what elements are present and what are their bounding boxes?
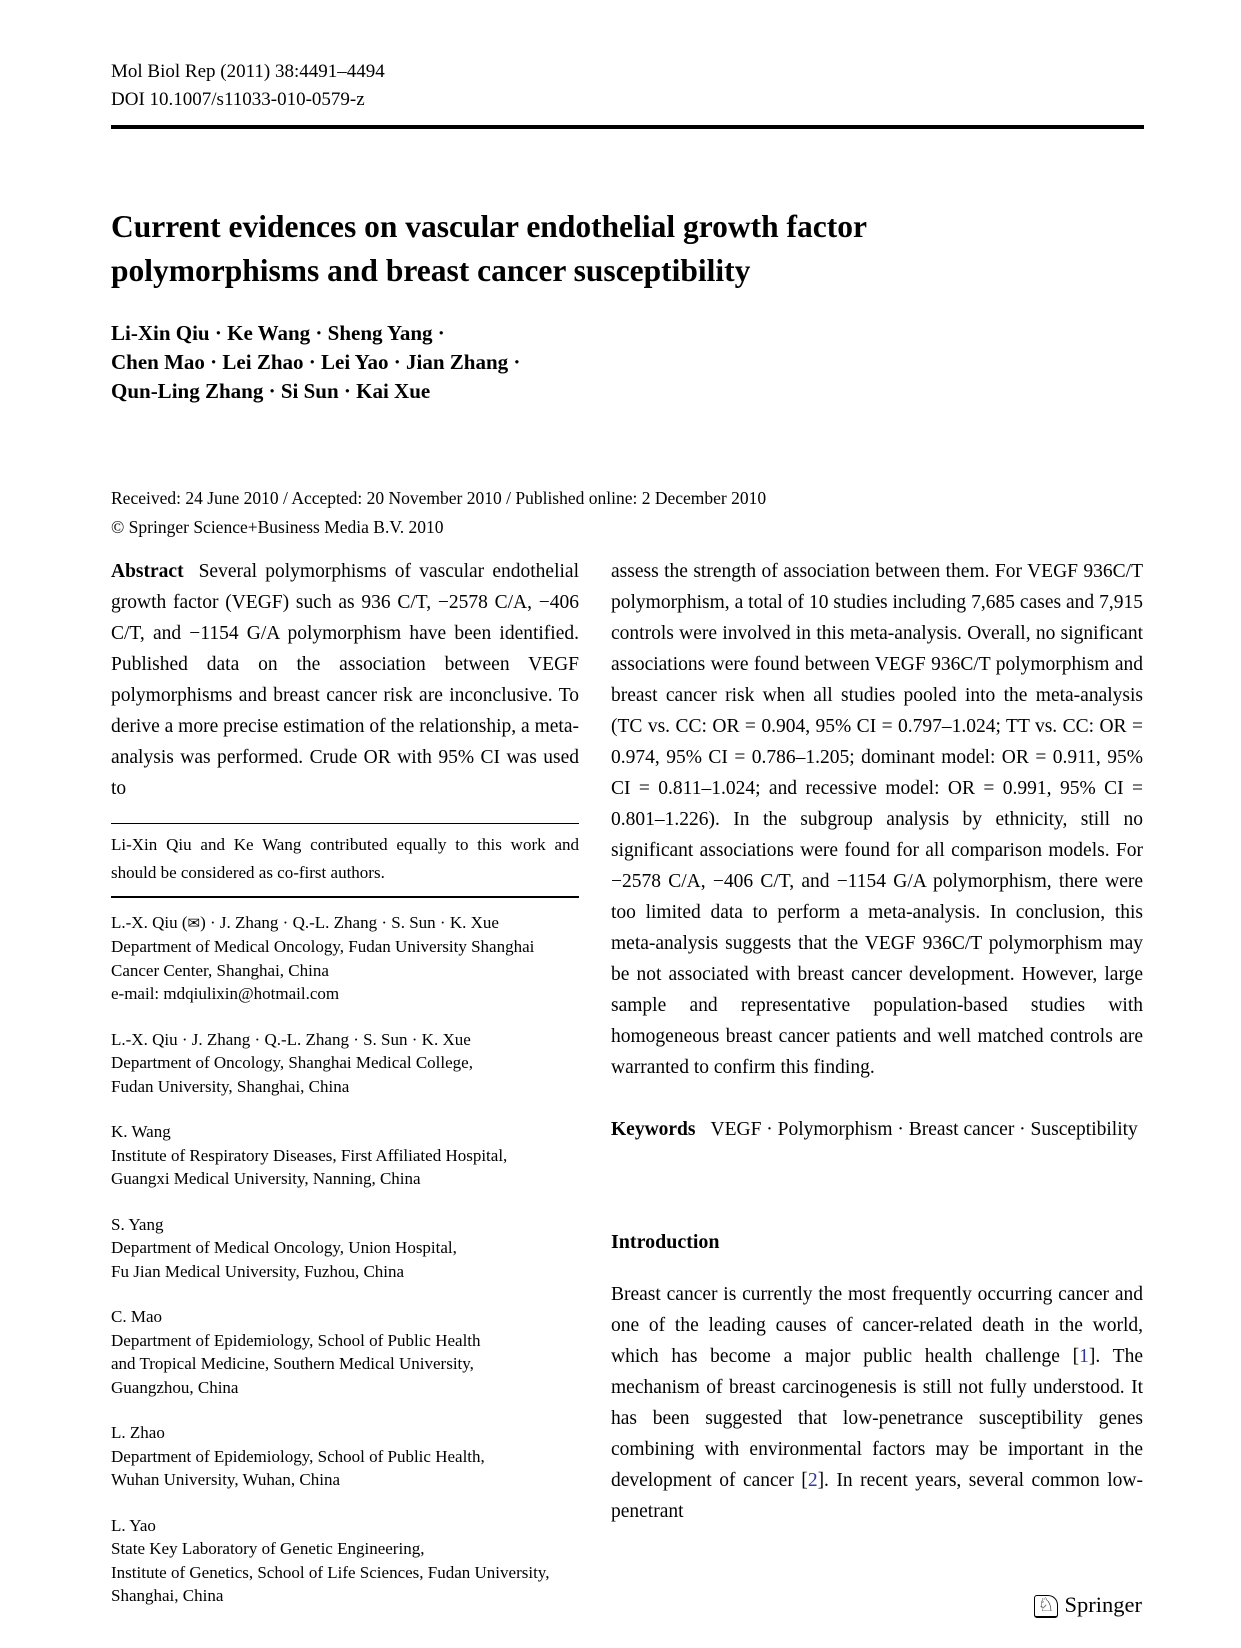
journal-doi: DOI 10.1007/s11033-010-0579-z bbox=[111, 89, 365, 110]
affiliation-line: Department of Epidemiology, School of Pu… bbox=[111, 1330, 481, 1350]
copyright-notice: © Springer Science+Business Media B.V. 2… bbox=[111, 516, 444, 537]
reference-link-1[interactable]: 1 bbox=[1079, 1345, 1089, 1367]
author-line-2: Chen Mao · Lei Zhao · Lei Yao · Jian Zha… bbox=[111, 349, 521, 374]
journal-citation: Mol Biol Rep (2011) 38:4491–4494 bbox=[111, 61, 385, 82]
footnote-rule-top bbox=[111, 822, 579, 824]
page-title: Current evidences on vascular endothelia… bbox=[111, 205, 1144, 293]
article-history: Received: 24 June 2010 / Accepted: 20 No… bbox=[111, 484, 1144, 542]
affiliation-line: State Key Laboratory of Genetic Engineer… bbox=[111, 1539, 425, 1558]
affiliation-authors: C. Mao bbox=[111, 1307, 162, 1326]
affiliation-authors: L.-X. Qiu · J. Zhang · Q.-L. Zhang · S. … bbox=[111, 1029, 471, 1049]
springer-logo: ♘ Springer bbox=[1034, 1592, 1142, 1618]
affiliation-authors: L. Yao bbox=[111, 1515, 156, 1535]
affiliation-line: Institute of Respiratory Diseases, First… bbox=[111, 1145, 508, 1165]
introduction-heading: Introduction bbox=[611, 1230, 720, 1253]
introduction-paragraph: Breast cancer is currently the most freq… bbox=[611, 1279, 1143, 1527]
abstract-label: Abstract bbox=[111, 560, 184, 582]
keywords-label: Keywords bbox=[611, 1118, 696, 1140]
affiliation-block: S. Yang Department of Medical Oncology, … bbox=[111, 1213, 579, 1284]
affiliation-line: Department of Oncology, Shanghai Medical… bbox=[111, 1053, 473, 1072]
received-accepted-published: Received: 24 June 2010 / Accepted: 20 No… bbox=[111, 487, 767, 508]
author-line-3: Qun-Ling Zhang · Si Sun · Kai Xue bbox=[111, 378, 431, 403]
affiliation-authors: L. Zhao bbox=[111, 1423, 165, 1442]
title-line-1: Current evidences on vascular endothelia… bbox=[111, 208, 867, 244]
reference-link-2[interactable]: 2 bbox=[807, 1469, 818, 1491]
abstract-continuation: assess the strength of association betwe… bbox=[611, 560, 1143, 1078]
affiliation-block: K. Wang Institute of Respiratory Disease… bbox=[111, 1120, 579, 1191]
affiliation-line: Wuhan University, Wuhan, China bbox=[111, 1470, 341, 1489]
affiliation-email: e-mail: mdqiulixin@hotmail.com bbox=[111, 984, 340, 1003]
abstract-text-left: Several polymorphisms of vascular endoth… bbox=[111, 560, 579, 799]
affiliation-block: L. Yao State Key Laboratory of Genetic E… bbox=[111, 1514, 579, 1608]
affiliation-line: Department of Epidemiology, School of Pu… bbox=[111, 1446, 485, 1466]
intro-text: ]. In recent years, several common low-p… bbox=[611, 1469, 1143, 1522]
affiliation-line: Fu Jian Medical University, Fuzhou, Chin… bbox=[111, 1261, 405, 1281]
author-list: Li-Xin Qiu · Ke Wang · Sheng Yang · Chen… bbox=[111, 319, 1144, 406]
abstract-paragraph: Abstract Several polymorphisms of vascula… bbox=[111, 556, 579, 804]
keywords-text: VEGF · Polymorphism · Breast cancer · Su… bbox=[710, 1118, 1138, 1140]
right-column: assess the strength of association betwe… bbox=[611, 556, 1143, 1608]
affiliation-line: Institute of Genetics, School of Life Sc… bbox=[111, 1562, 550, 1582]
affiliation-line: Shanghai, China bbox=[111, 1586, 224, 1605]
affiliation-block: L.-X. Qiu · J. Zhang · Q.-L. Zhang · S. … bbox=[111, 1028, 579, 1099]
affiliation-line: Cancer Center, Shanghai, China bbox=[111, 960, 329, 980]
affiliation-authors: K. Wang bbox=[111, 1122, 171, 1141]
affiliation-authors: S. Yang bbox=[111, 1214, 164, 1234]
affiliation-line: Fudan University, Shanghai, China bbox=[111, 1076, 350, 1096]
affiliation-authors-pre: L.-X. Qiu ( bbox=[111, 912, 188, 932]
springer-logo-text: Springer bbox=[1064, 1592, 1143, 1617]
intro-text: Breast cancer is currently the most freq… bbox=[611, 1283, 1143, 1367]
author-line-1: Li-Xin Qiu · Ke Wang · Sheng Yang · bbox=[111, 320, 445, 345]
keywords-paragraph: Keywords VEGF · Polymorphism · Breast can… bbox=[611, 1114, 1143, 1145]
left-column: Abstract Several polymorphisms of vascula… bbox=[111, 556, 579, 1608]
affiliation-block: L. Zhao Department of Epidemiology, Scho… bbox=[111, 1421, 579, 1492]
springer-horse-icon: ♘ bbox=[1034, 1595, 1058, 1618]
envelope-icon: ✉ bbox=[187, 913, 201, 932]
affiliation-line: Department of Medical Oncology, Fudan Un… bbox=[111, 937, 535, 956]
affiliation-line: Department of Medical Oncology, Union Ho… bbox=[111, 1238, 457, 1257]
affiliation-authors-post: ) · J. Zhang · Q.-L. Zhang · S. Sun · K.… bbox=[200, 912, 499, 932]
affiliation-block: L.-X. Qiu (✉) · J. Zhang · Q.-L. Zhang ·… bbox=[111, 911, 579, 1006]
affiliation-line: Guangzhou, China bbox=[111, 1377, 239, 1397]
affiliation-line: and Tropical Medicine, Southern Medical … bbox=[111, 1354, 474, 1373]
intro-text: ]. The mechanism of breast carcinogenesi… bbox=[611, 1345, 1143, 1491]
two-column-body: Abstract Several polymorphisms of vascula… bbox=[111, 556, 1144, 1608]
footnote-rule-bottom bbox=[111, 896, 579, 898]
affiliation-authors: L.-X. Qiu (✉) · J. Zhang · Q.-L. Zhang ·… bbox=[111, 911, 579, 936]
affiliation-line: Guangxi Medical University, Nanning, Chi… bbox=[111, 1169, 421, 1188]
header-rule bbox=[111, 125, 1144, 129]
affiliation-block: C. Mao Department of Epidemiology, Schoo… bbox=[111, 1305, 579, 1399]
title-line-2: polymorphisms and breast cancer suscepti… bbox=[111, 252, 751, 288]
journal-header: Mol Biol Rep (2011) 38:4491–4494 DOI 10.… bbox=[111, 58, 1144, 114]
co-first-author-note: Li-Xin Qiu and Ke Wang contributed equal… bbox=[111, 835, 579, 882]
